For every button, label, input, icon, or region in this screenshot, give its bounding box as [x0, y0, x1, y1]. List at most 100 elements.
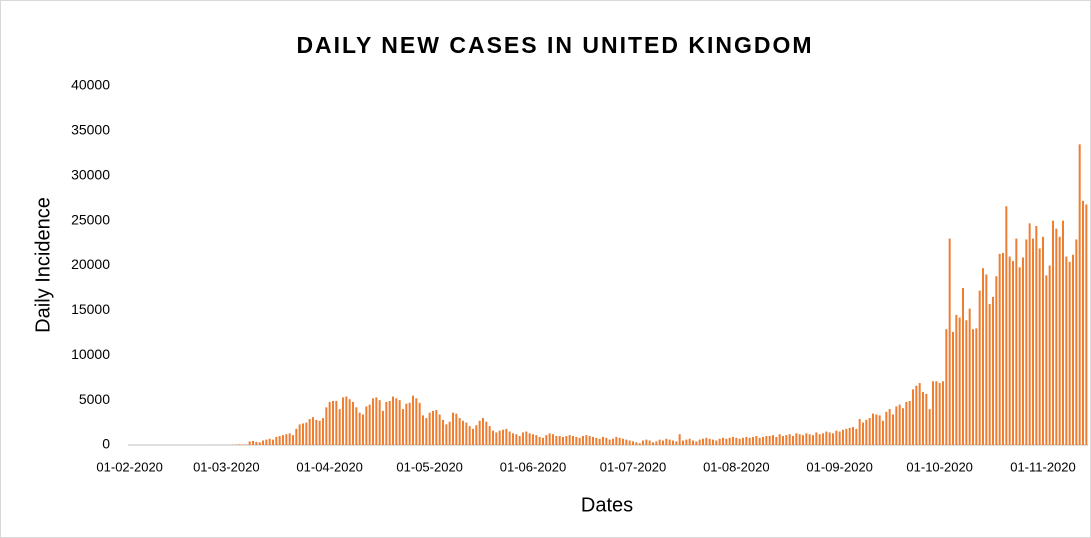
bar: [312, 417, 314, 445]
bar: [942, 381, 944, 445]
bar: [458, 418, 461, 445]
bar: [288, 433, 291, 445]
bar: [858, 418, 861, 445]
bar: [768, 436, 771, 445]
y-tick-label: 25000: [71, 211, 110, 227]
bar: [565, 436, 568, 445]
bar: [882, 420, 884, 445]
bar: [422, 415, 424, 445]
bar: [428, 412, 431, 445]
bar: [895, 406, 898, 445]
bar: [398, 400, 401, 445]
y-tick-label: 35000: [71, 122, 110, 138]
bar: [968, 308, 971, 445]
bar: [692, 440, 694, 445]
bar: [742, 437, 744, 445]
bar: [295, 428, 298, 445]
bar: [782, 436, 784, 445]
x-tick-label: 01-11-2020: [1010, 459, 1076, 474]
bar: [902, 408, 904, 445]
bar: [908, 401, 911, 445]
bar: [328, 401, 331, 445]
bar: [665, 438, 668, 445]
bar: [385, 401, 388, 445]
bar: [678, 434, 681, 445]
bar: [285, 434, 288, 445]
bar: [595, 437, 598, 445]
bar: [452, 412, 454, 445]
bar: [382, 410, 384, 445]
bar: [1008, 256, 1011, 445]
bar: [765, 436, 768, 445]
y-tick-label: 15000: [71, 301, 110, 317]
bar: [798, 434, 801, 445]
bar: [255, 441, 258, 445]
bar: [752, 436, 754, 445]
bar: [598, 438, 601, 445]
bar: [982, 268, 984, 445]
bar: [655, 441, 658, 445]
x-tick-label: 01-09-2020: [806, 459, 873, 474]
bar: [775, 436, 778, 445]
bar: [952, 331, 954, 445]
bar: [592, 436, 594, 445]
bar: [435, 409, 438, 445]
bar: [538, 436, 541, 445]
bar: [848, 427, 851, 445]
bar: [988, 304, 991, 445]
x-tick-label: 01-07-2020: [600, 459, 667, 474]
bar: [778, 434, 781, 445]
bar: [338, 409, 341, 445]
bar: [995, 276, 998, 445]
bar: [495, 432, 498, 445]
bar: [888, 409, 891, 445]
bar: [1032, 238, 1034, 445]
bar: [1055, 228, 1058, 445]
bar: [662, 440, 664, 445]
bar: [248, 441, 251, 445]
bar: [342, 397, 344, 445]
bar: [502, 429, 504, 445]
bar: [905, 401, 908, 445]
y-tick-label: 5000: [79, 391, 110, 407]
bar: [712, 439, 714, 445]
bar: [705, 437, 708, 445]
bar: [1045, 275, 1048, 445]
bar: [348, 399, 351, 445]
bar: [805, 433, 808, 445]
bar: [708, 438, 711, 445]
bar: [802, 435, 804, 445]
bar: [785, 435, 788, 445]
bar: [1068, 261, 1071, 445]
bar: [558, 436, 561, 445]
bar: [392, 396, 394, 445]
bar: [468, 426, 471, 445]
bar: [975, 328, 978, 445]
bar: [728, 437, 731, 445]
bar: [512, 433, 514, 445]
bar: [472, 428, 474, 445]
y-tick-label: 10000: [71, 346, 110, 362]
bar: [608, 439, 611, 445]
bar: [505, 428, 508, 445]
bar: [482, 418, 484, 445]
bar: [772, 435, 774, 445]
bar: [265, 439, 268, 445]
bar: [702, 438, 704, 445]
bar: [965, 320, 968, 445]
bar: [388, 401, 391, 445]
bar: [1082, 200, 1084, 445]
bar: [368, 404, 371, 445]
bar: [722, 437, 724, 445]
bar: [992, 296, 994, 445]
bar: [478, 420, 481, 445]
bar: [928, 409, 931, 445]
bar: [862, 422, 864, 445]
bar: [675, 441, 678, 445]
bar: [948, 238, 951, 445]
bar: [362, 414, 364, 445]
bar: [915, 385, 918, 445]
bar: [522, 432, 524, 445]
bar: [1062, 220, 1064, 445]
bar: [812, 435, 814, 445]
